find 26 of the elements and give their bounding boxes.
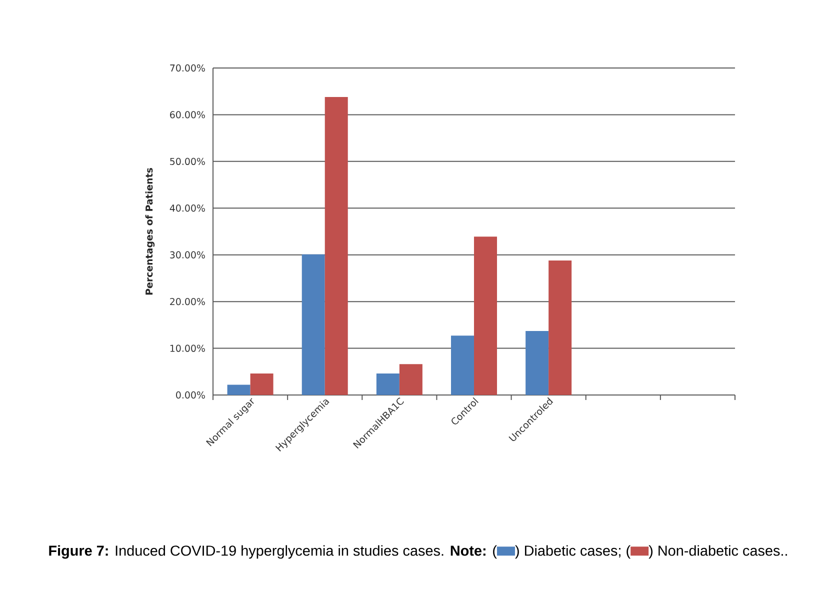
y-axis-title: Percentages of Patients (145, 168, 155, 295)
text: ( (626, 545, 631, 559)
bar (324, 96, 348, 395)
legend-label: Diabetic cases; (524, 545, 620, 558)
bar (376, 374, 400, 395)
text: ) (648, 545, 653, 559)
text: Figure 7: Induced COVID-19 hyperglycemia in studies cases. Note: (49, 545, 486, 559)
y-tick-label: 70.00% (170, 64, 205, 72)
bar (399, 364, 422, 395)
y-tick-label: 20.00% (170, 298, 205, 306)
y-tick-label: 10.00% (170, 344, 205, 352)
y-tick-label: 60.00% (170, 111, 205, 118)
bar (250, 374, 274, 395)
y-tick-label: 30.00% (170, 251, 205, 258)
y-tick-label: 0.00% (176, 391, 205, 399)
legend-label: Non-diabetic cases.. (658, 545, 787, 556)
text: ( (493, 545, 497, 559)
bar (526, 331, 549, 395)
bar (548, 260, 572, 395)
y-tick-label: 40.00% (170, 204, 205, 212)
bar (451, 336, 474, 395)
bar (474, 236, 498, 395)
bar (302, 254, 325, 395)
y-tick-label: 50.00% (170, 158, 205, 166)
text: ) (515, 545, 519, 559)
bar (227, 384, 250, 395)
